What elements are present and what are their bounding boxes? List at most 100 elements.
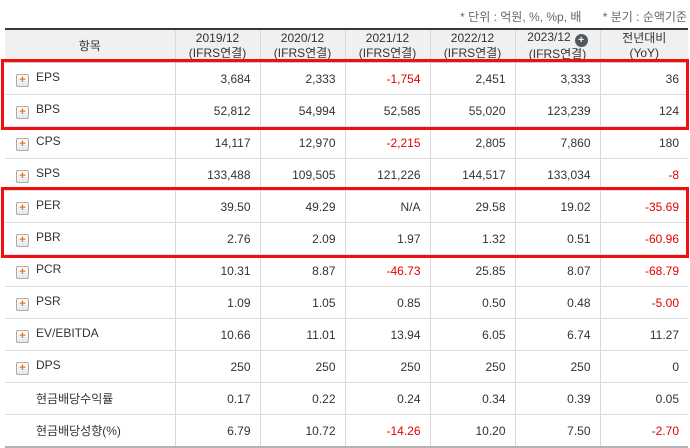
- value-cell: 1.97: [344, 222, 430, 255]
- value-cell: 7.50: [514, 414, 600, 448]
- value-cell: 144,517: [429, 158, 515, 191]
- expand-row-button[interactable]: +: [16, 266, 29, 279]
- row-label-cell: 현금배당성향(%): [5, 414, 175, 448]
- value-cell: 0.50: [429, 286, 515, 319]
- row-label-cell: + DPS: [5, 350, 175, 383]
- basis-note: * 분기 : 순액기준: [602, 10, 687, 24]
- value-cell: 1.09: [174, 286, 260, 319]
- value-cell: 0.17: [174, 382, 260, 415]
- add-column-icon[interactable]: +: [574, 34, 588, 47]
- value-cell: 11.27: [599, 318, 688, 351]
- expand-row-button[interactable]: +: [16, 234, 29, 247]
- year-column-header: 2022/12 (IFRS연결): [429, 28, 515, 63]
- value-cell: 0.51: [514, 222, 600, 255]
- value-cell: 55,020: [429, 94, 515, 127]
- table-row: + SPS 133,488 109,505 121,226 144,517 133,034-…: [5, 158, 688, 191]
- basis-label: (IFRS연결): [188, 46, 247, 60]
- table-row: + EV/EBITDA 10.66 11.01 13.94 6.05 6.74 11.27: [5, 318, 688, 351]
- unit-note: * 단위 : 억원, %, %p, 배: [460, 10, 582, 24]
- value-cell: 0.34: [429, 382, 515, 415]
- value-cell: 11.01: [259, 318, 345, 351]
- value-cell: 250: [259, 350, 345, 383]
- row-label: 현금배당수익률: [36, 392, 114, 406]
- row-label-cell: + PSR: [5, 286, 175, 319]
- table-row: + PER 39.50 49.29 N/A 29.58 19.02 -35.69: [5, 190, 688, 223]
- value-cell: -2.70: [599, 414, 688, 448]
- value-cell: 13.94: [344, 318, 430, 351]
- value-cell: 250: [344, 350, 430, 383]
- row-label: EV/EBITDA: [36, 326, 99, 340]
- value-cell: 2,451: [429, 62, 515, 95]
- expand-row-button[interactable]: +: [16, 74, 29, 87]
- value-cell: 2,333: [259, 62, 345, 95]
- expand-row-button[interactable]: +: [16, 202, 29, 215]
- value-cell: N/A: [344, 190, 430, 223]
- value-cell: 2.09: [259, 222, 345, 255]
- basis-label: (IFRS연결): [528, 47, 587, 61]
- row-label-cell: + PBR: [5, 222, 175, 255]
- value-cell: 2.76: [174, 222, 260, 255]
- value-cell: 8.87: [259, 254, 345, 287]
- value-cell: 0.85: [344, 286, 430, 319]
- financial-ratio-table-wrap: 항목 2019/12 (IFRS연결) 2020/12 (IFRS연결) 2021/12…: [1, 28, 689, 448]
- value-cell: 52,812: [174, 94, 260, 127]
- value-cell: 133,488: [174, 158, 260, 191]
- value-cell: 14,117: [174, 126, 260, 159]
- table-row: + PCR 10.31 8.87 -46.73 25.85 8.07 -68.79: [5, 254, 688, 287]
- basis-label: (IFRS연결): [358, 46, 417, 60]
- row-label: PBR: [36, 230, 61, 244]
- value-cell: -35.69: [599, 190, 688, 223]
- period-label: 2023/12: [527, 30, 571, 44]
- value-cell: 2,805: [429, 126, 515, 159]
- row-label: PSR: [36, 294, 61, 308]
- expand-row-button[interactable]: +: [16, 170, 29, 183]
- row-label: CPS: [36, 134, 61, 148]
- value-cell: 0: [599, 350, 688, 383]
- value-cell: -14.26: [344, 414, 430, 448]
- value-cell: -46.73: [344, 254, 430, 287]
- value-cell: 123,239: [514, 94, 600, 127]
- row-label: BPS: [36, 102, 61, 116]
- value-cell: 12,970: [259, 126, 345, 159]
- row-label: EPS: [36, 70, 61, 84]
- table-row: 현금배당성향(%) 6.79 10.72 -14.26 10.20 7.50 -2.70: [5, 414, 688, 448]
- value-cell: 109,505: [259, 158, 345, 191]
- value-cell: 3,333: [514, 62, 600, 95]
- yoy-column-header: 전년대비 (YoY): [599, 28, 688, 63]
- expand-row-button[interactable]: +: [16, 362, 29, 375]
- value-cell: 49.29: [259, 190, 345, 223]
- value-cell: 10.72: [259, 414, 345, 448]
- expand-row-button[interactable]: +: [16, 138, 29, 151]
- year-column-header: 2019/12 (IFRS연결): [174, 28, 260, 63]
- year-column-header: 2020/12 (IFRS연결): [259, 28, 345, 63]
- table-row: 현금배당수익률 0.17 0.22 0.24 0.34 0.39 0.05: [5, 382, 688, 415]
- row-label-cell: + SPS: [5, 158, 175, 191]
- value-cell: 6.05: [429, 318, 515, 351]
- value-cell: 7,860: [514, 126, 600, 159]
- expand-row-button[interactable]: +: [16, 298, 29, 311]
- value-cell: 250: [174, 350, 260, 383]
- value-cell: 36: [599, 62, 688, 95]
- value-cell: 133,034: [514, 158, 600, 191]
- value-cell: 52,585: [344, 94, 430, 127]
- period-label: 2020/12: [280, 31, 325, 45]
- value-cell: 10.31: [174, 254, 260, 287]
- expand-row-button[interactable]: +: [16, 106, 29, 119]
- value-cell: 3,684: [174, 62, 260, 95]
- value-cell: -2,215: [344, 126, 430, 159]
- row-label: 현금배당성향(%): [36, 424, 121, 438]
- value-cell: 10.66: [174, 318, 260, 351]
- row-label: DPS: [36, 358, 61, 372]
- value-cell: 39.50: [174, 190, 260, 223]
- financial-ratio-table: 항목 2019/12 (IFRS연결) 2020/12 (IFRS연결) 2021/12…: [5, 28, 688, 448]
- table-row: + BPS 52,812 54,994 52,585 55,020 123,239 124: [5, 94, 688, 127]
- value-cell: 1.05: [259, 286, 345, 319]
- row-label: PER: [36, 198, 61, 212]
- row-label-cell: + CPS: [5, 126, 175, 159]
- value-cell: 180: [599, 126, 688, 159]
- basis-label: (IFRS연결): [273, 46, 332, 60]
- expand-row-button[interactable]: +: [16, 330, 29, 343]
- yoy-sublabel: (YoY): [629, 46, 660, 60]
- value-cell: 0.22: [259, 382, 345, 415]
- value-cell: 124: [599, 94, 688, 127]
